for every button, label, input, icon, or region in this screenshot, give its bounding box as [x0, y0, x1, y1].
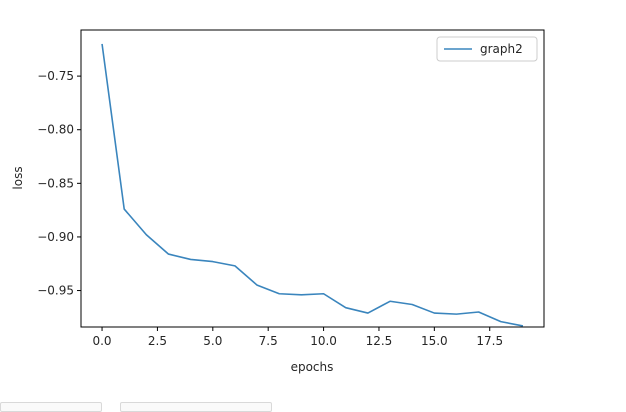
x-tick-label: 0.0	[92, 334, 111, 348]
x-tick-label: 17.5	[476, 334, 503, 348]
plot-frame	[80, 29, 545, 328]
x-tick-label: 7.5	[259, 334, 278, 348]
x-tick-label: 12.5	[366, 334, 393, 348]
x-axis-label: epochs	[291, 360, 334, 374]
x-axis-ticks: 0.0 2.5 5.0 7.5 10.0 12.5 15.0 17.5	[92, 327, 503, 348]
x-tick-label: 15.0	[421, 334, 448, 348]
y-axis-label: loss	[11, 166, 25, 189]
y-tick-label: −0.90	[37, 230, 74, 244]
y-tick-label: −0.75	[37, 69, 74, 83]
legend: graph2	[436, 36, 538, 62]
y-axis-ticks: −0.75 −0.80 −0.85 −0.90 −0.95	[37, 69, 81, 298]
y-tick-label: −0.95	[37, 284, 74, 298]
series-line-graph2	[101, 43, 524, 327]
legend-label-graph2: graph2	[480, 42, 523, 56]
x-tick-label: 2.5	[148, 334, 167, 348]
x-tick-label: 10.0	[310, 334, 337, 348]
plot-background	[81, 30, 544, 327]
y-tick-label: −0.80	[37, 123, 74, 137]
x-tick-label: 5.0	[203, 334, 222, 348]
output-widget-right	[120, 402, 272, 412]
output-widget-left	[0, 402, 102, 412]
y-tick-label: −0.85	[37, 176, 74, 190]
legend-box	[436, 36, 538, 62]
